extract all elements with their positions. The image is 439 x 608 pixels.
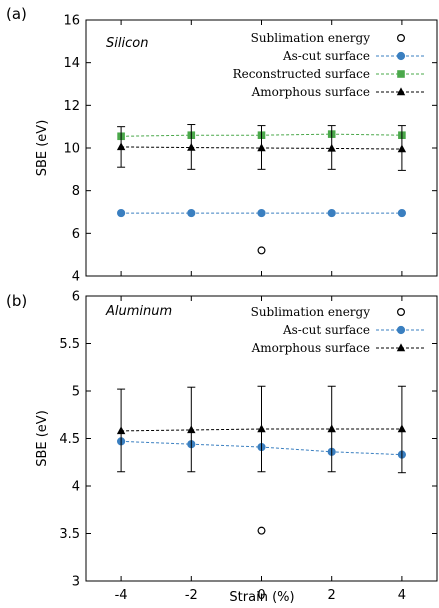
y-tick-label: 3	[72, 575, 80, 590]
data-point	[257, 424, 266, 433]
y-tick-label: 14	[63, 56, 80, 71]
data-point	[187, 208, 196, 218]
data-point	[327, 208, 336, 218]
legend-label: Amorphous surface	[251, 85, 370, 99]
y-tick-label: 10	[63, 142, 80, 157]
data-point	[187, 425, 196, 434]
data-point	[327, 424, 336, 433]
series-sublimation-energy	[257, 246, 266, 255]
data-point	[257, 526, 266, 535]
x-tick-label: 0	[257, 588, 265, 603]
data-point	[257, 246, 266, 255]
legend-marker	[396, 325, 406, 335]
x-axis-title: Strain (%)	[229, 590, 294, 605]
data-point	[187, 142, 196, 151]
legend-marker	[396, 343, 406, 352]
data-point	[117, 208, 126, 218]
y-axis-title: SBE (eV)	[35, 120, 50, 177]
y-tick-label: 4.5	[59, 432, 80, 447]
series-as-cut-surface	[117, 208, 406, 218]
y-tick-label: 8	[72, 184, 80, 199]
y-tick-label: 3.5	[59, 527, 80, 542]
x-tick-label: -4	[115, 588, 128, 603]
legend-label: As-cut surface	[282, 323, 370, 337]
data-point	[397, 208, 406, 218]
y-tick-label: 6	[72, 227, 80, 242]
panel-tag: (a)	[6, 5, 27, 23]
panel-aluminum: 3 3.5 4 4.5 5 5.5 6 -4 -2 0 2 4 SBE (eV) (b) Aluminum S…	[6, 290, 438, 603]
legend-label: As-cut surface	[282, 49, 370, 63]
x-tick-label: 4	[398, 588, 406, 603]
data-point	[257, 208, 266, 218]
series-amorphous-surface	[116, 385, 407, 474]
x-tick-label: 2	[328, 588, 336, 603]
y-tick-label: 5	[72, 385, 80, 400]
legend-marker	[397, 70, 405, 78]
y-tick-label: 6	[72, 290, 80, 305]
panel-title: Silicon	[106, 36, 148, 51]
panel-tag: (b)	[6, 292, 27, 310]
y-tick-label: 4	[72, 270, 80, 285]
legend-marker	[396, 51, 406, 61]
legend-marker	[397, 308, 406, 317]
y-tick-label: 4	[72, 480, 80, 495]
series-sublimation-energy	[257, 526, 266, 535]
legend-label: Reconstructed surface	[233, 67, 370, 81]
y-tick-label: 5.5	[59, 337, 80, 352]
y-tick-label: 16	[63, 14, 80, 29]
data-point	[397, 144, 407, 153]
legend-marker	[396, 87, 406, 96]
legend-label: Sublimation energy	[251, 305, 371, 319]
y-axis-title: SBE (eV)	[35, 410, 50, 467]
panel-title: Aluminum	[105, 304, 172, 319]
x-tick-label: -2	[185, 588, 198, 603]
data-point	[397, 424, 407, 433]
legend-label: Sublimation energy	[251, 31, 371, 45]
series-amorphous-surface	[116, 124, 407, 171]
legend-label: Amorphous surface	[251, 341, 370, 355]
legend-marker	[397, 33, 406, 42]
panel-silicon: 4 6 8 10 12 14 16 SBE (eV) (a) Silicon Sublimation…	[6, 5, 438, 285]
data-point	[116, 426, 126, 435]
data-point	[327, 143, 336, 152]
y-tick-label: 12	[63, 99, 80, 114]
data-point	[257, 143, 266, 152]
data-point	[116, 142, 126, 151]
